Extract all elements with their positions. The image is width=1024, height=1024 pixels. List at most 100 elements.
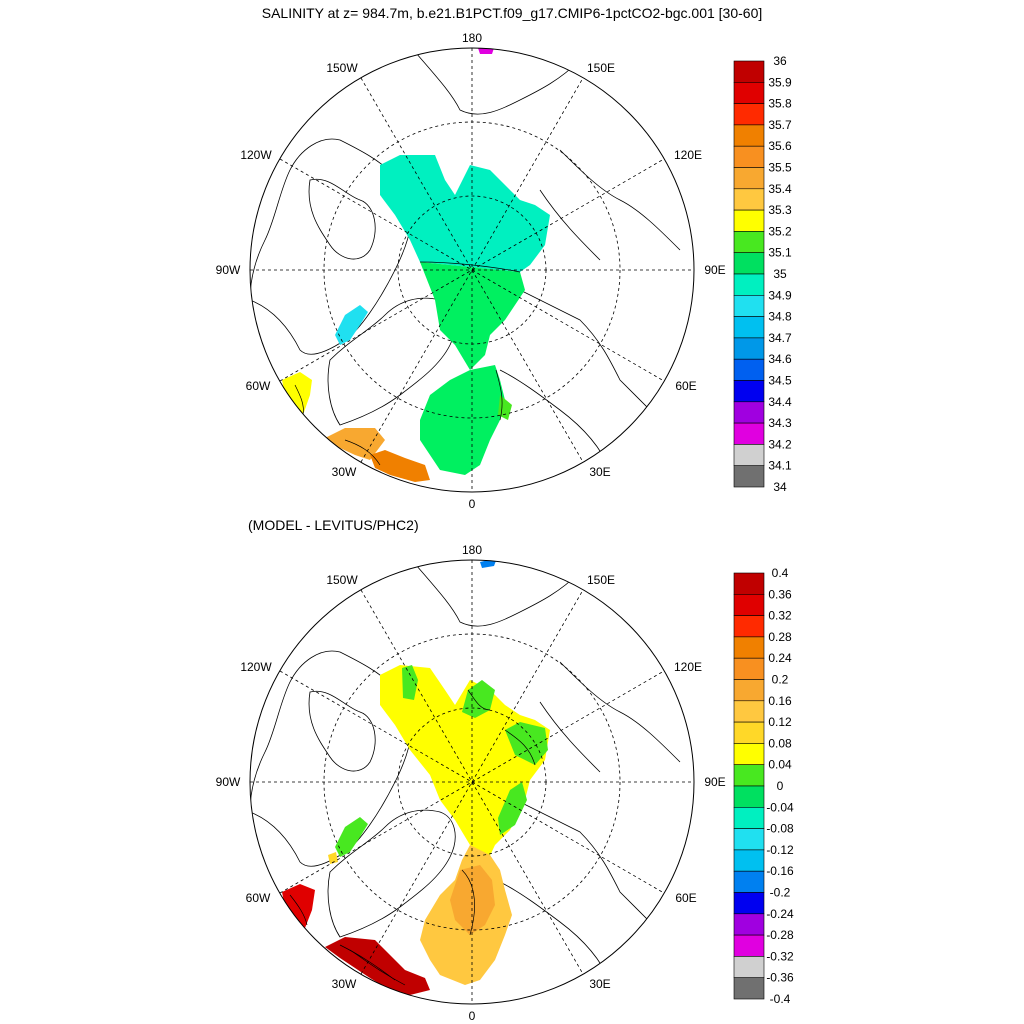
colorbar-label: 35.6 [768,139,792,153]
colorbar-box [733,700,765,723]
colorbar-box [733,380,765,403]
contour-lines [289,689,536,986]
colorbar-label: 0.28 [768,630,792,644]
lon-label: 60E [675,379,696,393]
colorbar-box [733,657,765,680]
colorbar-box [733,188,765,211]
lon-label: 90W [216,263,241,277]
colorbar-label: 35.3 [768,203,792,217]
colorbar-box [733,593,765,616]
colorbar-box [733,764,765,787]
colorbar-label: 35.2 [768,224,792,238]
lon-label: 120E [674,660,702,674]
lon-label: 120W [240,148,272,162]
field-pacific-34.2 [478,48,495,54]
field-siberian-0.04b [462,680,495,718]
colorbar-box [733,60,765,83]
colorbar-box [733,913,765,936]
field-laptev-0.04 [498,782,527,835]
colorbar-label: 0.12 [768,715,792,729]
coastlines [250,560,681,983]
subtitle: (MODEL - LEVITUS/PHC2) [248,517,419,533]
colorbar-box [733,252,765,275]
colorbar-label: 34 [773,480,787,494]
lon-label: 30W [332,465,357,479]
colorbar-label: -0.28 [766,928,794,942]
field-siberian-0.04a [505,722,548,765]
lon-label: 150W [326,61,358,75]
field-pacific-neg0.16 [480,560,497,568]
colorbar-box [733,636,765,659]
lon-label: 90E [704,263,725,277]
field-eurasian-basin-35 [420,262,525,370]
colorbar-box [733,337,765,360]
main-title: SALINITY at z= 984.7m, b.e21.B1PCT.f09_g… [262,5,763,21]
colorbar-box [733,273,765,296]
colorbar-label: 0.2 [772,673,789,687]
colorbar-label: -0.36 [766,971,794,985]
colorbar-label: 34.7 [768,331,792,345]
colorbar-label: 0 [777,779,784,793]
colorbar-label: 34.8 [768,310,792,324]
colorbar-difference: 0.4 0.36 0.32 0.28 0.24 0.2 0.16 0.12 0.08 0.04 0 -… [733,566,794,1006]
colorbar-box [733,103,765,126]
colorbar-box [733,209,765,232]
field-baffin-0.12 [328,852,338,864]
graticule-2 [250,560,694,1004]
colorbar-box [733,785,765,808]
colorbar-label: 34.6 [768,352,792,366]
lon-label: 180 [462,31,482,45]
colorbar-label: 35.9 [768,75,792,89]
colorbar-box [733,316,765,339]
lon-label: 150E [587,61,615,75]
colorbar-label: -0.04 [766,800,794,814]
colorbar-box [733,828,765,851]
colorbar-box [733,870,765,893]
colorbar-label: 0.04 [768,758,792,772]
field-baffin-0.04 [335,817,368,857]
coastlines [250,48,681,471]
colorbar-label: 35 [773,267,787,281]
field-baffin-34.8 [335,305,368,345]
colorbar-box [733,572,765,595]
colorbar-box [733,294,765,317]
colorbar-label: 35.1 [768,246,792,260]
field-labrador-35.3 [282,372,312,415]
colorbar-label: 36 [773,54,787,68]
colorbar-box [733,444,765,466]
colorbar-box [733,934,765,957]
map-panel-salinity [250,48,681,482]
map-panel-difference [250,560,681,995]
map-boundary-1 [249,47,695,493]
colorbar-label: 35.8 [768,97,792,111]
lon-label: 60W [246,379,271,393]
colorbar-label: -0.32 [766,949,794,963]
colorbar-label: 35.5 [768,161,792,175]
colorbar-label: 35.4 [768,182,792,196]
colorbar-label: 0.4 [772,566,789,580]
colorbar-label: 34.2 [768,437,792,451]
lon-label: 90E [704,775,725,789]
map-boundary-2 [249,559,695,1005]
colorbar-label: 34.4 [768,395,792,409]
colorbar-label: 0.36 [768,587,792,601]
colorbar-label: -0.24 [766,907,794,921]
colorbar-box [733,679,765,702]
colorbar-salinity: 36 35.9 35.8 35.7 35.6 35.5 35.4 35.3 35.2 35.1 35… [733,54,792,494]
lon-labels-2: 180 150E 120E 90E 60E 30E 0 30W 60W 90W … [216,543,726,1023]
colorbar-box [733,956,765,979]
colorbar-label: 35.7 [768,118,792,132]
colorbar-label: 34.1 [768,459,792,473]
lon-label: 90W [216,775,241,789]
field-central-0.04 [402,665,418,700]
colorbar-box [733,231,765,253]
lon-label: 150W [326,573,358,587]
colorbar-box [733,892,765,915]
colorbar-label: -0.16 [766,864,794,878]
colorbar-label: 34.5 [768,374,792,388]
colorbar-box [733,721,765,744]
colorbar-box [733,124,765,147]
colorbar-box [733,977,765,1000]
colorbar-box [733,358,765,381]
